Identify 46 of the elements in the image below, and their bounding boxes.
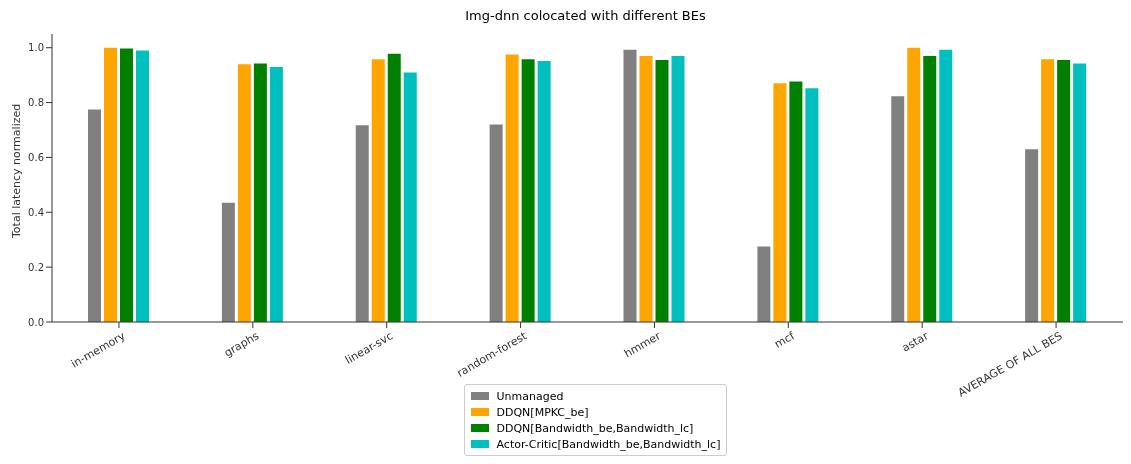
bar xyxy=(773,83,787,322)
bar xyxy=(120,48,133,322)
y-tick-label: 0.2 xyxy=(28,261,44,273)
bar xyxy=(387,53,401,322)
bar xyxy=(1057,60,1071,322)
bar xyxy=(253,63,267,322)
y-axis-title: Total latency normalized xyxy=(9,103,23,239)
bar xyxy=(104,47,117,322)
y-tick-label: 0.8 xyxy=(28,97,44,109)
bar xyxy=(939,49,953,322)
bar xyxy=(403,72,417,322)
bar xyxy=(805,88,819,322)
bar xyxy=(789,81,803,322)
bar xyxy=(521,59,535,322)
bar xyxy=(88,109,101,322)
bar xyxy=(136,50,149,322)
y-tick-label: 0.4 xyxy=(28,206,44,218)
legend-label: Unmanaged xyxy=(496,389,564,403)
bar xyxy=(923,55,937,322)
bar xyxy=(671,55,685,322)
bar xyxy=(221,202,235,322)
bar xyxy=(757,246,771,322)
legend-label: DDQN[Bandwidth_be,Bandwidth_lc] xyxy=(496,421,694,435)
bar xyxy=(371,59,385,322)
x-tick-label: mcf xyxy=(772,328,798,351)
bar xyxy=(907,47,921,322)
bar xyxy=(537,60,551,322)
bar xyxy=(1025,149,1039,322)
y-tick-label: 1.0 xyxy=(28,42,44,54)
bar xyxy=(655,60,669,322)
bar xyxy=(489,124,503,322)
bar xyxy=(891,96,905,322)
bar xyxy=(237,64,251,322)
chart-title: Img-dnn colocated with different BEs xyxy=(464,8,707,25)
bar xyxy=(639,55,653,322)
bar xyxy=(505,54,519,322)
y-tick-label: 0.0 xyxy=(28,316,44,328)
y-tick-label: 0.6 xyxy=(28,151,44,163)
legend-label: DDQN[MPKC_be] xyxy=(496,405,589,419)
bar xyxy=(355,125,369,322)
bar xyxy=(1041,59,1055,322)
bar xyxy=(1073,63,1087,322)
bar xyxy=(269,66,283,322)
legend-label: Actor-Critic[Bandwidth_be,Bandwidth_lc] xyxy=(496,437,721,451)
x-tick-label: astar xyxy=(899,329,932,355)
bar xyxy=(623,49,637,322)
